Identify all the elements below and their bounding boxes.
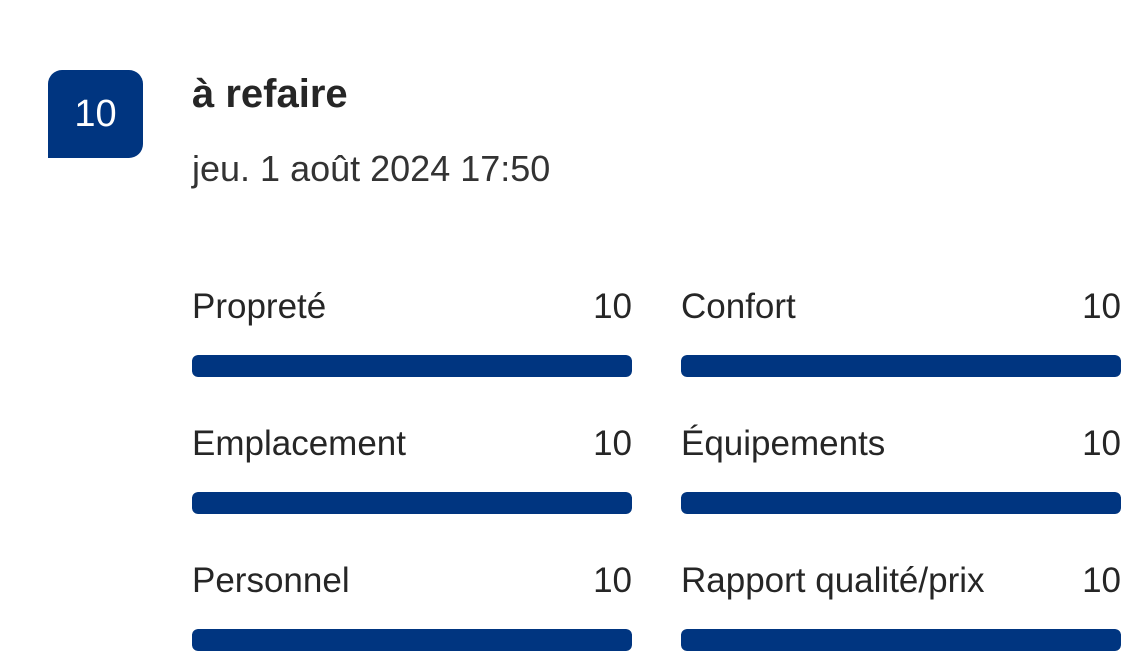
review-title: à refaire: [192, 72, 348, 116]
review-date: jeu. 1 août 2024 17:50: [192, 148, 551, 189]
category-label: Équipements: [681, 424, 886, 463]
category-bar-fill: [681, 629, 1121, 651]
category-value: 10: [593, 561, 632, 600]
category-bar: [681, 355, 1121, 377]
category-bar: [192, 355, 632, 377]
category-score-5: Rapport qualité/prix 10: [681, 561, 1121, 661]
category-bar-fill: [681, 492, 1121, 514]
category-score-3: Équipements 10: [681, 424, 1121, 524]
category-bar-fill: [192, 629, 632, 651]
category-score-1: Confort 10: [681, 287, 1121, 387]
category-label: Emplacement: [192, 424, 406, 463]
category-label: Propreté: [192, 287, 327, 326]
category-bar: [681, 629, 1121, 651]
category-bar-fill: [192, 355, 632, 377]
category-value: 10: [1082, 287, 1121, 326]
category-score-0: Propreté 10: [192, 287, 632, 387]
category-label: Rapport qualité/prix: [681, 561, 985, 600]
category-bar: [192, 492, 632, 514]
category-bar-fill: [192, 492, 632, 514]
category-score-2: Emplacement 10: [192, 424, 632, 524]
category-value: 10: [593, 424, 632, 463]
category-value: 10: [593, 287, 632, 326]
category-bar: [192, 629, 632, 651]
category-value: 10: [1082, 424, 1121, 463]
category-value: 10: [1082, 561, 1121, 600]
score-badge: 10: [48, 70, 143, 158]
category-label: Confort: [681, 287, 796, 326]
category-score-4: Personnel 10: [192, 561, 632, 661]
category-bar: [681, 492, 1121, 514]
category-label: Personnel: [192, 561, 350, 600]
category-bar-fill: [681, 355, 1121, 377]
